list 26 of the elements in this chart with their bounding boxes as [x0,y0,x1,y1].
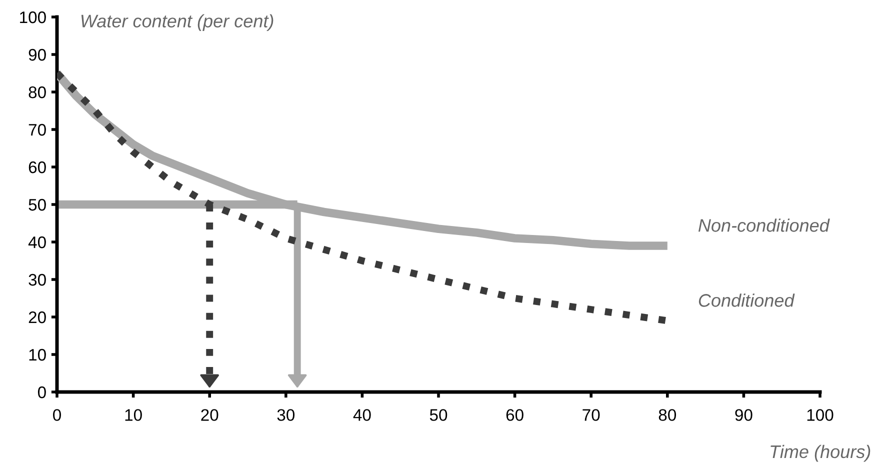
series-label: Conditioned [698,294,795,307]
y-tick-label: 0 [38,386,46,398]
x-tick-label: 40 [353,409,371,421]
y-tick-label: 90 [28,48,46,61]
x-tick-label: 80 [658,409,676,421]
y-tick-label: 60 [28,161,46,174]
y-tick-label: 30 [28,274,46,286]
x-tick-label: 100 [807,409,834,421]
y-tick-label: 80 [28,86,46,98]
x-tick-label: 90 [735,409,752,421]
y-tick-label: 70 [28,124,46,136]
series-label: Non-conditioned [698,218,830,232]
y-tick-label: 50 [28,198,46,211]
x-tick-label: 20 [201,409,218,421]
x-tick-label: 0 [53,409,61,421]
x-axis-title: Time (hours) [770,444,870,462]
y-tick-label: 10 [29,348,46,361]
y-tick-label: 40 [28,236,46,248]
x-tick-label: 60 [506,409,524,421]
x-tick-label: 70 [582,409,600,421]
x-tick-label: 30 [277,409,295,421]
y-axis-title: Water content (per cent) [81,14,274,32]
x-tick-label: 10 [125,409,142,421]
y-tick-label: 20 [28,311,46,324]
x-tick-label: 50 [430,409,448,421]
y-tick-label: 100 [20,11,46,24]
